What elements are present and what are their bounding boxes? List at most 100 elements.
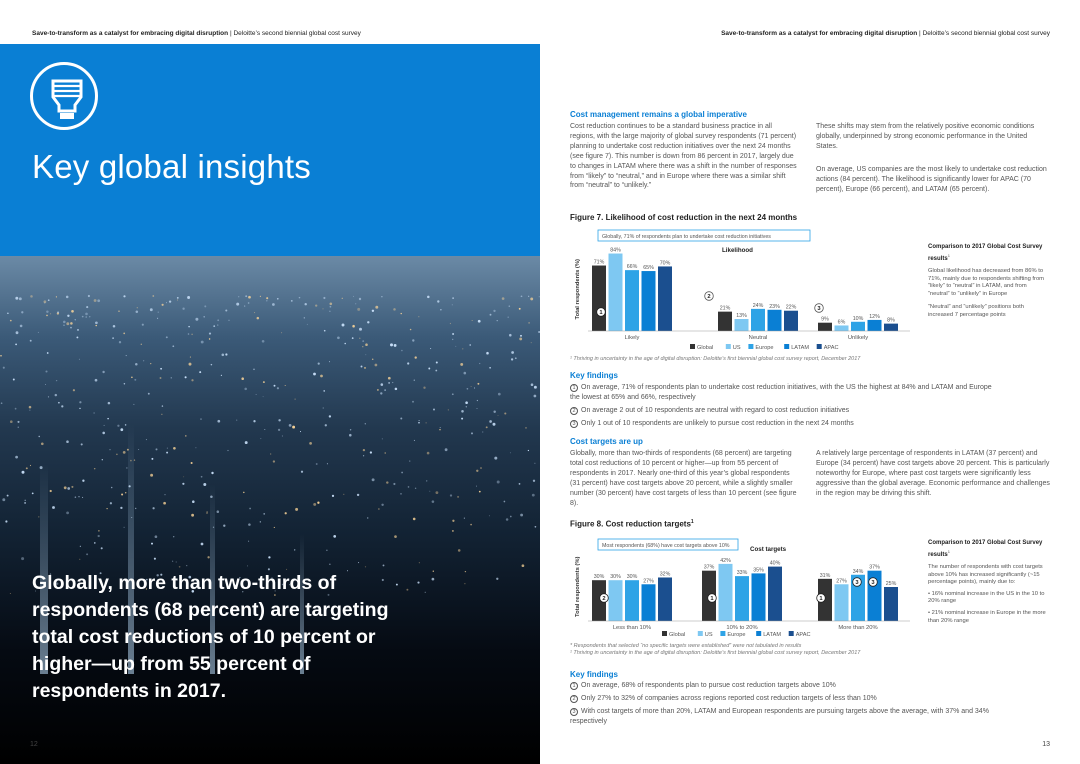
city-light-dot (112, 325, 116, 328)
annotation-number: 2 (707, 294, 710, 300)
data-label: 32% (660, 571, 671, 577)
data-label: 21% (720, 306, 731, 312)
finding-text: Only 1 out of 10 respondents are unlikel… (581, 420, 854, 427)
city-light-dot (276, 387, 280, 390)
city-light-dot (284, 512, 287, 515)
city-light-dot (375, 305, 379, 309)
city-light-dot (260, 438, 262, 440)
city-light-dot (134, 378, 137, 381)
city-night-photo (0, 256, 540, 764)
legend-label: LATAM (791, 345, 809, 351)
city-light-dot (366, 517, 369, 519)
city-light-dot (161, 405, 164, 407)
bar-latam-2 (867, 319, 882, 331)
city-light-dot (228, 319, 230, 321)
city-light-dot (21, 557, 25, 561)
city-light-dot (298, 296, 301, 299)
city-light-dot (54, 393, 58, 397)
section-heading-cost-management: Cost management remains a global imperat… (570, 110, 747, 119)
city-light-dot (320, 374, 323, 378)
city-light-dot (247, 302, 250, 304)
finding-text: On average, 71% of respondents plan to u… (570, 384, 992, 401)
city-light-dot (452, 519, 455, 522)
city-light-dot (390, 343, 393, 347)
city-light-dot (46, 314, 48, 317)
figure8-caption-text: Figure 8. Cost reduction targets (570, 519, 691, 529)
legend-swatch (662, 631, 667, 636)
city-light-dot (126, 448, 129, 451)
city-light-dot (341, 297, 343, 299)
city-light-dot (333, 535, 337, 538)
city-light-dot (93, 467, 96, 470)
city-light-dot (81, 315, 84, 318)
city-light-dot (326, 463, 328, 465)
city-light-dot (395, 583, 398, 586)
city-light-dot (476, 485, 477, 487)
data-label: 30% (627, 574, 638, 580)
city-light-dot (171, 560, 174, 562)
city-light-dot (12, 378, 15, 381)
legend-swatch (816, 344, 822, 349)
city-light-dot (123, 383, 126, 385)
city-light-dot (43, 300, 47, 304)
city-light-dot (45, 370, 48, 373)
city-light-dot (463, 371, 467, 375)
city-light-dot (195, 317, 199, 321)
figure8-footnote: * Respondents that selected “no specific… (570, 643, 802, 649)
city-light-dot (58, 401, 60, 404)
city-light-dot (274, 590, 276, 592)
city-light-dot (131, 516, 133, 519)
city-light-dot (67, 314, 70, 317)
city-light-dot (268, 556, 271, 559)
city-light-dot (527, 449, 530, 452)
city-light-dot (511, 351, 514, 354)
city-light-dot (248, 523, 251, 526)
city-light-dot (384, 452, 386, 454)
city-light-dot (212, 526, 215, 528)
city-light-dot (243, 491, 245, 494)
city-light-dot (186, 565, 188, 567)
city-light-dot (78, 358, 80, 360)
data-label: 42% (720, 558, 731, 564)
bar-global-2 (818, 322, 832, 331)
city-light-dot (187, 333, 190, 335)
category-label: More than 20% (838, 625, 877, 631)
city-light-dot (107, 401, 111, 405)
city-light-dot (323, 329, 326, 332)
city-light-dot (93, 542, 96, 544)
city-light-dot (191, 513, 195, 517)
city-light-dot (153, 557, 156, 560)
annotation-marker (704, 291, 714, 301)
city-light-dot (532, 479, 536, 482)
city-light-dot (317, 501, 320, 504)
city-light-dot (101, 459, 103, 461)
bar-latam-0 (641, 584, 656, 621)
bar-europe-2 (851, 321, 865, 331)
city-light-dot (210, 495, 213, 499)
city-light-dot (159, 377, 162, 379)
city-light-dot (457, 495, 460, 498)
legend-swatch (784, 344, 790, 349)
city-light-dot (120, 428, 124, 432)
data-label: 27% (836, 578, 847, 584)
city-light-dot (37, 331, 39, 333)
city-light-dot (2, 366, 5, 369)
data-label: 6% (838, 319, 846, 325)
city-light-dot (426, 480, 428, 482)
light-beam (128, 424, 134, 674)
city-light-dot (462, 348, 464, 350)
city-light-dot (203, 483, 207, 486)
city-light-dot (149, 308, 153, 312)
city-light-dot (63, 324, 65, 327)
city-light-dot (520, 295, 523, 298)
city-light-dot (97, 534, 100, 538)
city-light-dot (82, 496, 84, 498)
city-light-dot (236, 419, 238, 421)
city-light-dot (449, 322, 451, 325)
city-light-dot (38, 516, 40, 518)
city-light-dot (208, 332, 212, 335)
legend-swatch (748, 344, 754, 349)
city-light-dot (206, 511, 208, 513)
city-light-dot (71, 485, 74, 488)
city-light-dot (315, 304, 318, 307)
